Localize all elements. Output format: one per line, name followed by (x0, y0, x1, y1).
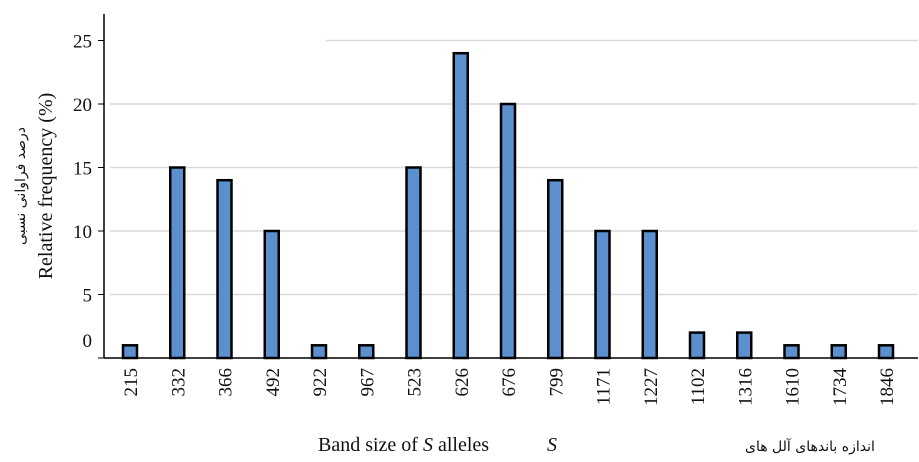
bar-1846 (877, 344, 895, 360)
x-tick-label: 1227 (641, 368, 662, 406)
y-axis-label-en: Relative frequency (%) (35, 93, 57, 280)
bar-1316 (736, 331, 753, 360)
x-axis-label-fa-symbol: S (547, 434, 557, 456)
x-axis-label-suffix: alleles (433, 434, 489, 456)
axes (103, 14, 918, 359)
x-axis-label-prefix: Band size of (318, 434, 423, 456)
bar-922 (310, 344, 328, 360)
x-tick-label: 967 (357, 368, 378, 397)
y-tick-labels: 0 5 10 15 20 25 (73, 32, 104, 359)
y-tick-label: 0 (83, 331, 93, 352)
bar-366 (216, 178, 233, 360)
bar-523 (405, 166, 422, 360)
x-axis-label-symbol: S (423, 434, 433, 456)
bar-1734 (830, 344, 847, 360)
x-tick-labels: 215 332 366 492 922 967 523 626 676 799 1171 1227 11… (121, 368, 898, 407)
x-tick-label: 1102 (688, 368, 709, 405)
bars (121, 51, 895, 360)
bar-492 (263, 229, 280, 360)
y-tick-label: 20 (73, 95, 92, 116)
bar-332 (169, 166, 186, 360)
x-tick-label: 215 (121, 368, 142, 397)
bar-1610 (783, 344, 800, 360)
x-tick-label: 1610 (783, 368, 804, 406)
bar-676 (499, 102, 517, 360)
x-axis-label-fa: اندازه باندهای آلل های (745, 438, 875, 455)
x-tick-label: 1316 (735, 368, 756, 406)
y-tick-label: 25 (73, 32, 92, 53)
x-tick-label: 366 (216, 368, 237, 397)
bar-799 (547, 178, 564, 360)
y-axis-label-fa: درصد فراوانی نسبی (13, 127, 29, 245)
x-tick-label: 492 (263, 368, 284, 397)
y-tick-label: 15 (73, 159, 92, 180)
y-tick-label: 10 (73, 222, 92, 243)
svg-text:Band size of S alleles: Band size of S alleles (318, 434, 489, 456)
x-tick-label: 1171 (594, 368, 615, 405)
bar-215 (121, 344, 139, 360)
x-axis-label: Band size of S alleles S اندازه باندهای … (318, 434, 875, 456)
bar-1227 (641, 229, 658, 360)
bar-967 (358, 344, 375, 360)
y-tick-label: 5 (83, 286, 93, 307)
bar-626 (452, 51, 469, 360)
x-tick-label: 922 (310, 368, 331, 397)
x-tick-label: 332 (168, 368, 189, 397)
x-tick-label: 1734 (830, 368, 851, 407)
x-tick-label: 676 (499, 368, 520, 397)
bar-1171 (594, 229, 611, 360)
bar-1102 (688, 331, 706, 360)
x-tick-label: 799 (546, 368, 567, 397)
x-tick-label: 1846 (877, 368, 898, 406)
x-tick-label: 523 (405, 368, 426, 397)
x-tick-label: 626 (452, 368, 473, 397)
